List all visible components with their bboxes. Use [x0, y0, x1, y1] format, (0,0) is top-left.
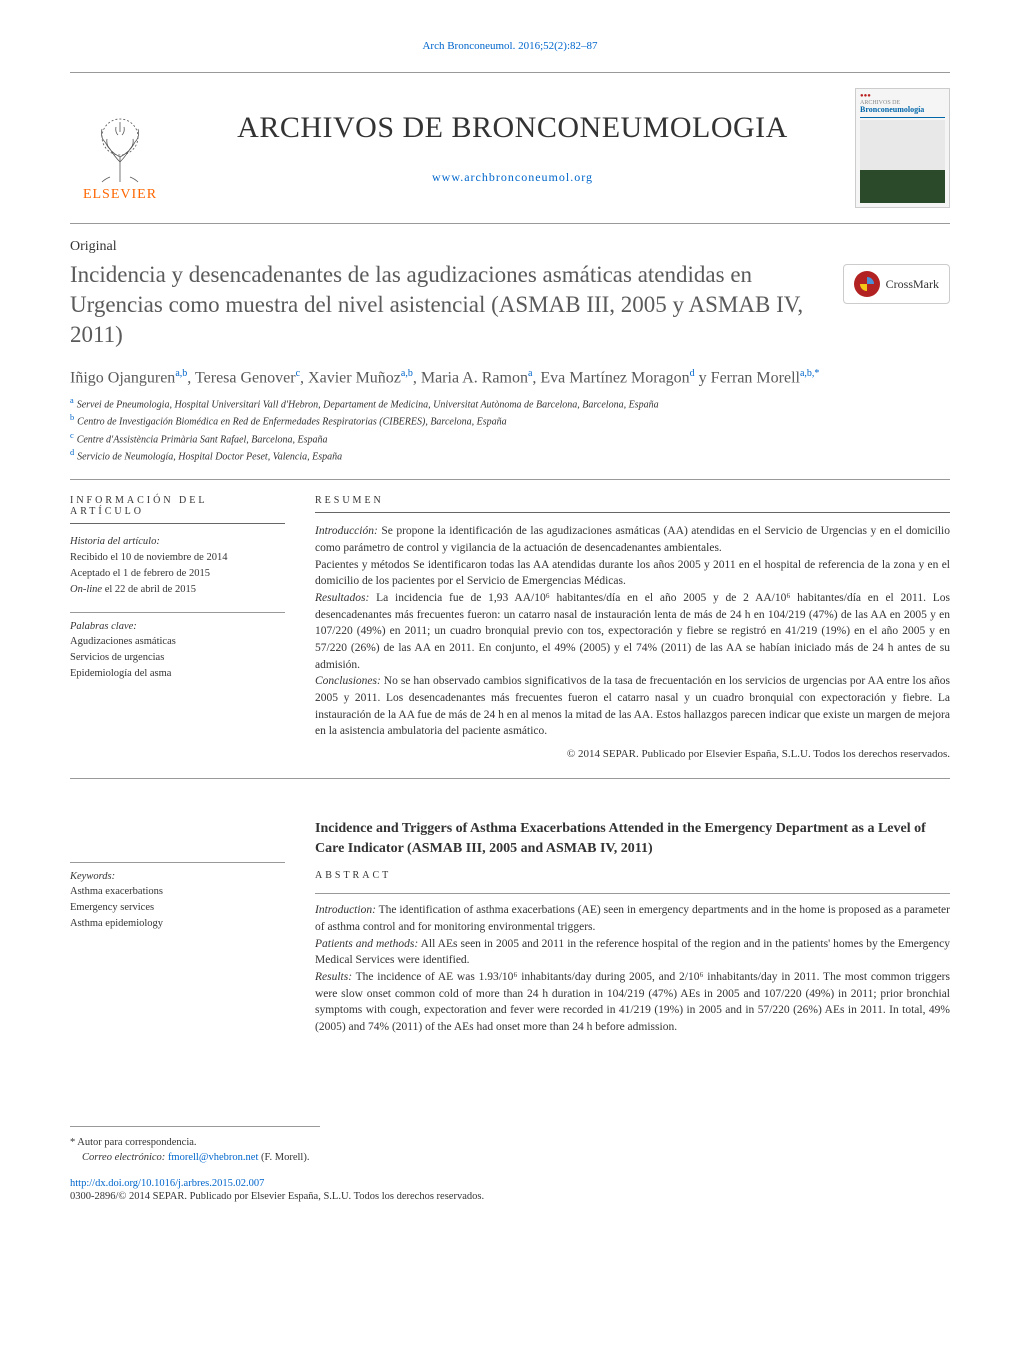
correspondence-email[interactable]: fmorell@vhebron.net — [168, 1152, 258, 1163]
article-history: Historia del artículo: Recibido el 10 de… — [70, 534, 285, 597]
copyright-es: © 2014 SEPAR. Publicado por Elsevier Esp… — [315, 748, 950, 760]
keywords-es-list: Agudizaciones asmáticasServicios de urge… — [70, 634, 285, 681]
article-title: Incidencia y desencadenantes de las agud… — [70, 260, 823, 350]
keywords-en-list: Asthma exacerbationsEmergency servicesAs… — [70, 884, 285, 931]
article-type: Original — [70, 239, 950, 255]
elsevier-text: ELSEVIER — [83, 187, 157, 203]
keywords-en-label: Keywords: — [70, 871, 285, 882]
keywords-es-label: Palabras clave: — [70, 621, 285, 632]
affiliations: aServei de Pneumologia, Hospital Univers… — [70, 395, 950, 464]
abstract-english: Introduction: The identification of asth… — [315, 902, 950, 1035]
section-divider — [70, 479, 950, 480]
cover-thumb-header: ●●● ARCHIVOS DE Bronconeumología — [860, 93, 945, 120]
correspondence-footer: * Autor para correspondencia. Correo ele… — [70, 1126, 320, 1167]
elsevier-logo[interactable]: ELSEVIER — [70, 93, 170, 203]
elsevier-tree-icon — [80, 107, 160, 187]
journal-header: ELSEVIER ARCHIVOS DE BRONCONEUMOLOGIA ww… — [70, 72, 950, 224]
cover-thumb-image — [860, 120, 945, 203]
abstract-en-heading: ABSTRACT — [315, 870, 950, 881]
section-divider — [70, 778, 950, 779]
citation-line: Arch Bronconeumol. 2016;52(2):82–87 — [70, 40, 950, 52]
crossmark-label: CrossMark — [886, 277, 939, 292]
journal-title: ARCHIVOS DE BRONCONEUMOLOGIA — [170, 111, 855, 145]
journal-cover-thumbnail[interactable]: ●●● ARCHIVOS DE Bronconeumología — [855, 88, 950, 208]
abstract-spanish: Introducción: Se propone la identificaci… — [315, 523, 950, 740]
resumen-heading: RESUMEN — [315, 495, 950, 513]
journal-url[interactable]: www.archbronconeumol.org — [170, 170, 855, 185]
crossmark-badge[interactable]: CrossMark — [843, 264, 950, 304]
issn-copyright: 0300-2896/© 2014 SEPAR. Publicado por El… — [70, 1191, 950, 1202]
crossmark-icon — [854, 271, 880, 297]
author-list: Iñigo Ojangurena,b, Teresa Genoverc, Xav… — [70, 368, 950, 387]
doi-link[interactable]: http://dx.doi.org/10.1016/j.arbres.2015.… — [70, 1178, 950, 1189]
article-title-english: Incidence and Triggers of Asthma Exacerb… — [315, 819, 950, 858]
article-info-heading: INFORMACIÓN DEL ARTÍCULO — [70, 495, 285, 524]
